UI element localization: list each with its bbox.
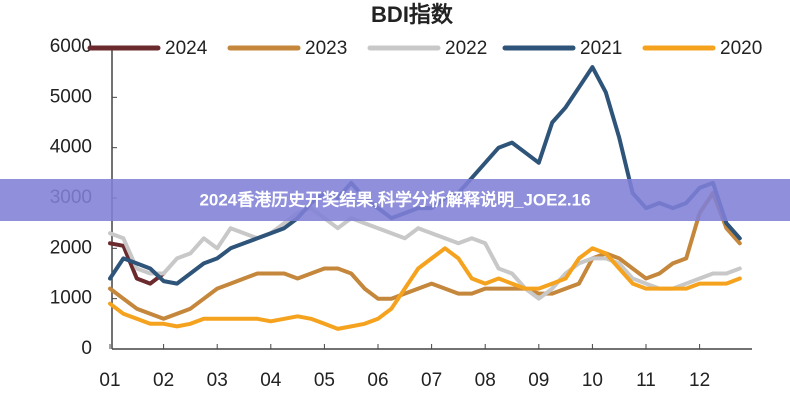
y-tick-label: 5000 xyxy=(50,86,92,107)
x-tick-label: 03 xyxy=(207,370,228,391)
x-tick-label: 01 xyxy=(99,370,120,391)
legend-label: 2022 xyxy=(445,38,487,59)
x-tick-label: 10 xyxy=(582,370,603,391)
banner xyxy=(0,179,790,221)
legend-label: 2021 xyxy=(580,38,622,59)
x-tick-label: 12 xyxy=(689,370,710,391)
legend-label: 2020 xyxy=(720,38,762,59)
chart-title: BDI指数 xyxy=(371,2,454,27)
y-tick-label: 1000 xyxy=(50,288,92,309)
x-tick-label: 05 xyxy=(314,370,335,391)
series-line xyxy=(108,241,166,286)
legend-label: 2023 xyxy=(305,38,347,59)
x-tick-label: 09 xyxy=(528,370,549,391)
series-line xyxy=(108,206,742,301)
series-line xyxy=(108,246,742,331)
y-tick-label: 4000 xyxy=(50,137,92,158)
x-tick-label: 02 xyxy=(153,370,174,391)
legend-label: 2024 xyxy=(165,38,208,59)
series-line xyxy=(108,191,742,321)
x-tick-label: 08 xyxy=(475,370,496,391)
y-tick-label: 2000 xyxy=(50,237,92,258)
y-tick-label: 0 xyxy=(81,338,92,359)
x-tick-label: 06 xyxy=(367,370,388,391)
x-tick-label: 11 xyxy=(636,370,656,391)
banner-text: 2024香港历史开奖结果,科学分析解释说明_JOE2.16 xyxy=(199,189,590,209)
x-tick-label: 07 xyxy=(421,370,442,391)
x-tick-label: 04 xyxy=(260,370,282,391)
y-tick-label: 6000 xyxy=(50,36,92,57)
